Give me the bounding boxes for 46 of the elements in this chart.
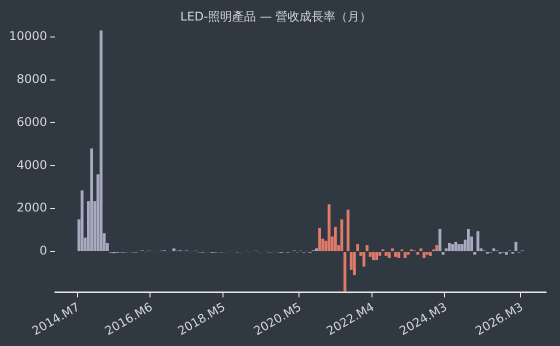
bar [100,30,103,252]
bar [375,252,378,260]
bar [422,252,426,258]
bar [438,229,442,252]
bar [346,210,350,252]
bar [80,190,84,252]
bar [378,252,382,256]
bar [460,244,464,252]
bar [416,252,420,255]
bar [172,248,176,252]
y-tick-label: 0 [40,244,48,258]
bar [514,242,518,252]
bar [352,252,356,276]
bar [428,252,432,256]
chart-title: LED-照明產品 — 營收成長率（月） [180,9,372,24]
y-tick-label: 4000 [16,158,48,172]
bar [457,244,460,252]
bar [419,248,422,252]
bar [504,252,508,255]
bar [356,244,360,252]
bar [366,245,369,252]
bar [466,229,470,252]
bar [404,252,407,258]
bar [442,252,445,255]
bar [372,252,375,260]
bar [334,226,337,252]
y-tick-label: 10000 [8,28,48,43]
bar [448,242,451,252]
bar [362,252,366,267]
bar [394,252,398,257]
bar [368,252,372,257]
bar [426,252,429,255]
bar [406,252,410,255]
bar [343,252,346,292]
bar [328,204,331,252]
bar [476,231,480,252]
bar [451,244,454,252]
y-tick-label: 6000 [16,114,48,129]
bar [90,148,94,252]
y-tick-label: 8000 [16,72,48,86]
y-tick-label: 2000 [16,200,48,215]
bar [473,252,476,255]
bar [318,228,322,252]
bar [384,252,388,256]
bar [390,248,394,252]
bar [314,248,318,252]
